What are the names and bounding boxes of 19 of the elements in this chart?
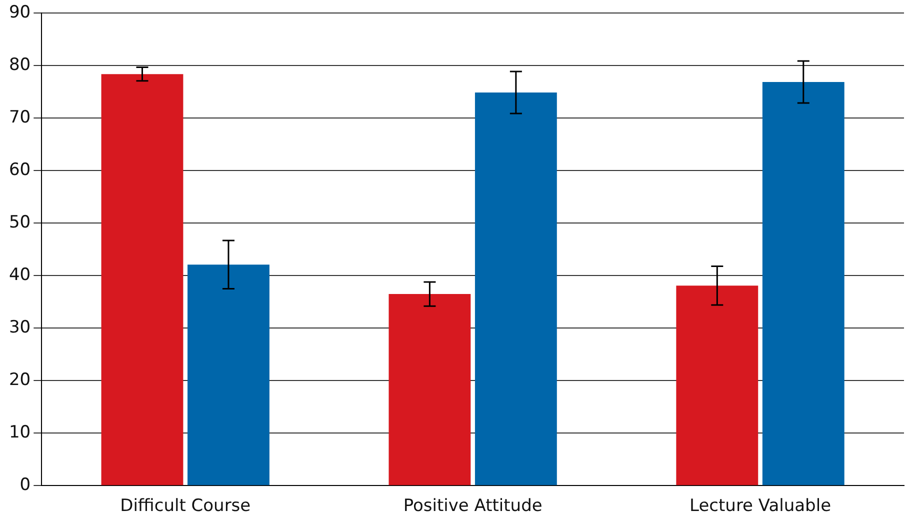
bar [188, 264, 270, 486]
y-tick-label: 60 [8, 160, 31, 180]
y-tick-label: 70 [8, 108, 31, 128]
y-tick-label: 0 [20, 475, 31, 496]
x-tick-label: Difficult Course [120, 496, 251, 516]
x-tick-label: Lecture Valuable [690, 496, 832, 516]
bar [474, 92, 557, 486]
y-tick-label: 30 [8, 318, 31, 338]
bar [676, 286, 758, 486]
y-tick-label: 40 [8, 265, 31, 286]
bar [762, 82, 844, 486]
y-tick-label: 50 [8, 212, 31, 233]
x-tick-label: Positive Attitude [403, 496, 542, 516]
y-tick-label: 90 [8, 2, 31, 23]
y-tick-label: 10 [8, 422, 31, 443]
y-tick-label: 20 [8, 370, 31, 390]
y-tick-label: 80 [8, 55, 31, 76]
bar [388, 294, 471, 486]
bar [101, 74, 184, 486]
